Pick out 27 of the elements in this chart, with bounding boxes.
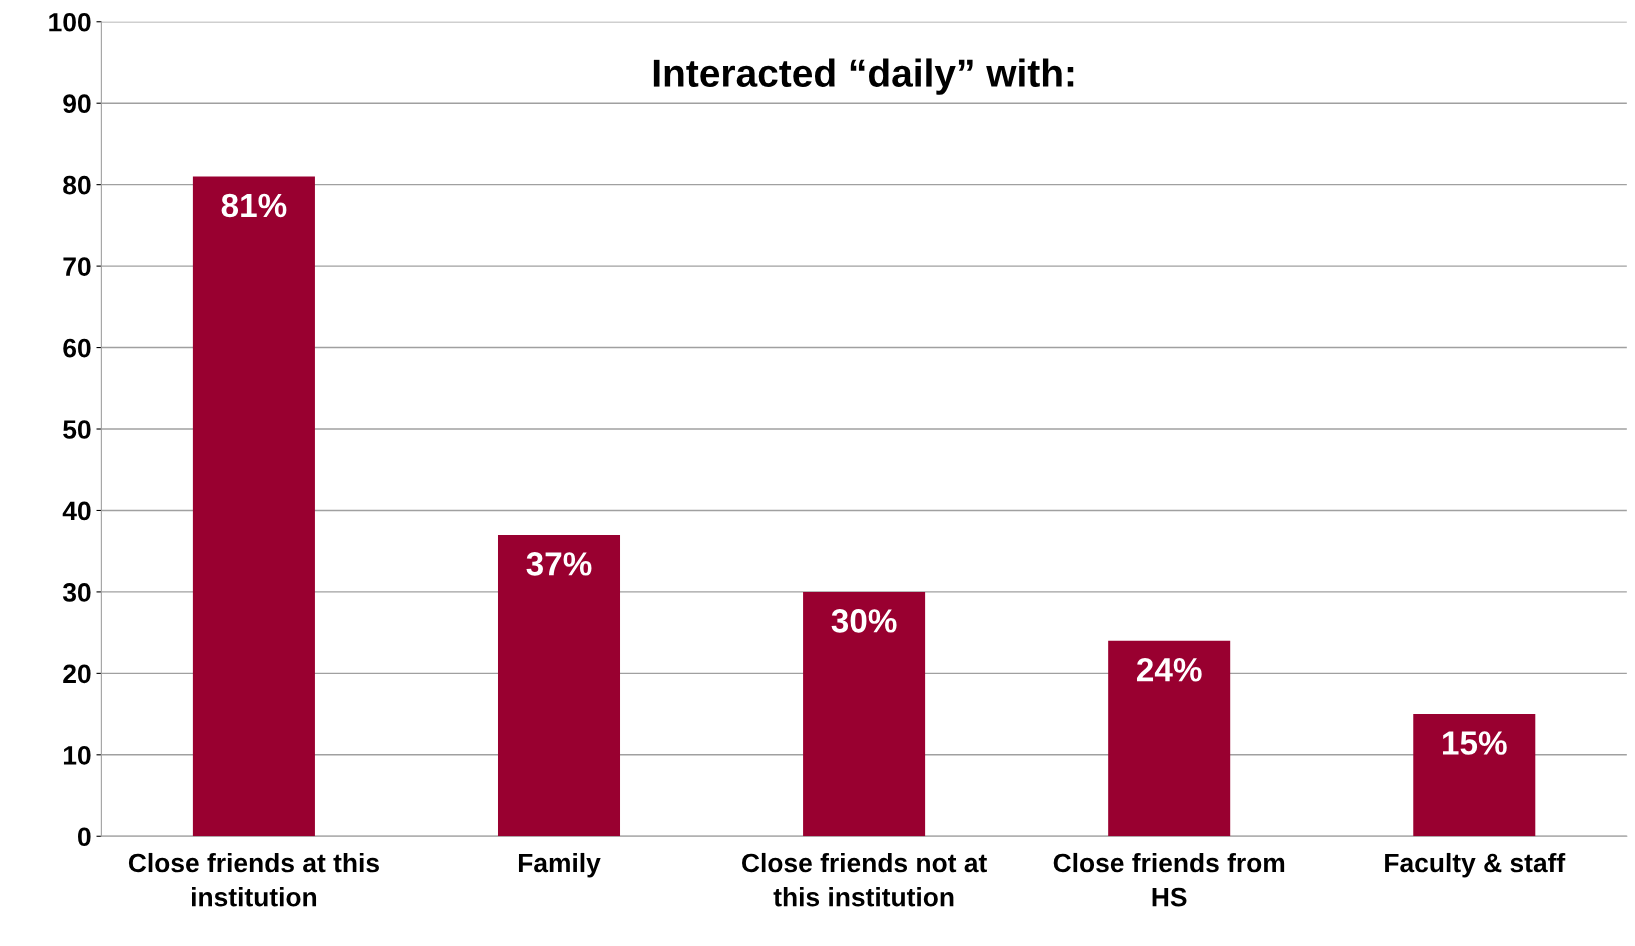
y-tick-label: 50 bbox=[63, 420, 91, 439]
x-tick-label: Family bbox=[518, 852, 601, 878]
bar bbox=[803, 591, 926, 837]
x-tick-label: Close friends from HS bbox=[1053, 852, 1285, 907]
y-tick-label: 10 bbox=[63, 745, 91, 765]
data-label: 37% bbox=[526, 552, 592, 576]
y-tick-label: 100 bbox=[49, 12, 91, 32]
bar bbox=[192, 176, 315, 837]
data-label: 24% bbox=[1136, 657, 1202, 682]
data-label: 15% bbox=[1443, 731, 1507, 755]
x-tick-label: Close friends not at this institution bbox=[742, 852, 987, 907]
y-tick-label: 80 bbox=[63, 175, 91, 195]
text: Interacted “daily” with: bbox=[653, 58, 1074, 95]
y-tick-label: 20 bbox=[63, 664, 91, 684]
y-tick-label: 60 bbox=[63, 338, 91, 358]
y-tick-label: 30 bbox=[62, 583, 91, 602]
y-tick-label: 0 bbox=[78, 827, 91, 847]
data-label: 81% bbox=[221, 193, 287, 218]
bar bbox=[1108, 640, 1231, 837]
data-label: 30% bbox=[831, 609, 897, 633]
x-tick-label: Faculty & staff bbox=[1385, 852, 1566, 878]
y-tick-label: 70 bbox=[63, 257, 91, 276]
bar bbox=[1413, 714, 1536, 837]
y-tick-label: 40 bbox=[62, 501, 91, 521]
x-tick-label: Close friends at this institution bbox=[128, 852, 379, 907]
bar bbox=[497, 534, 621, 837]
y-tick-label: 90 bbox=[63, 94, 91, 114]
